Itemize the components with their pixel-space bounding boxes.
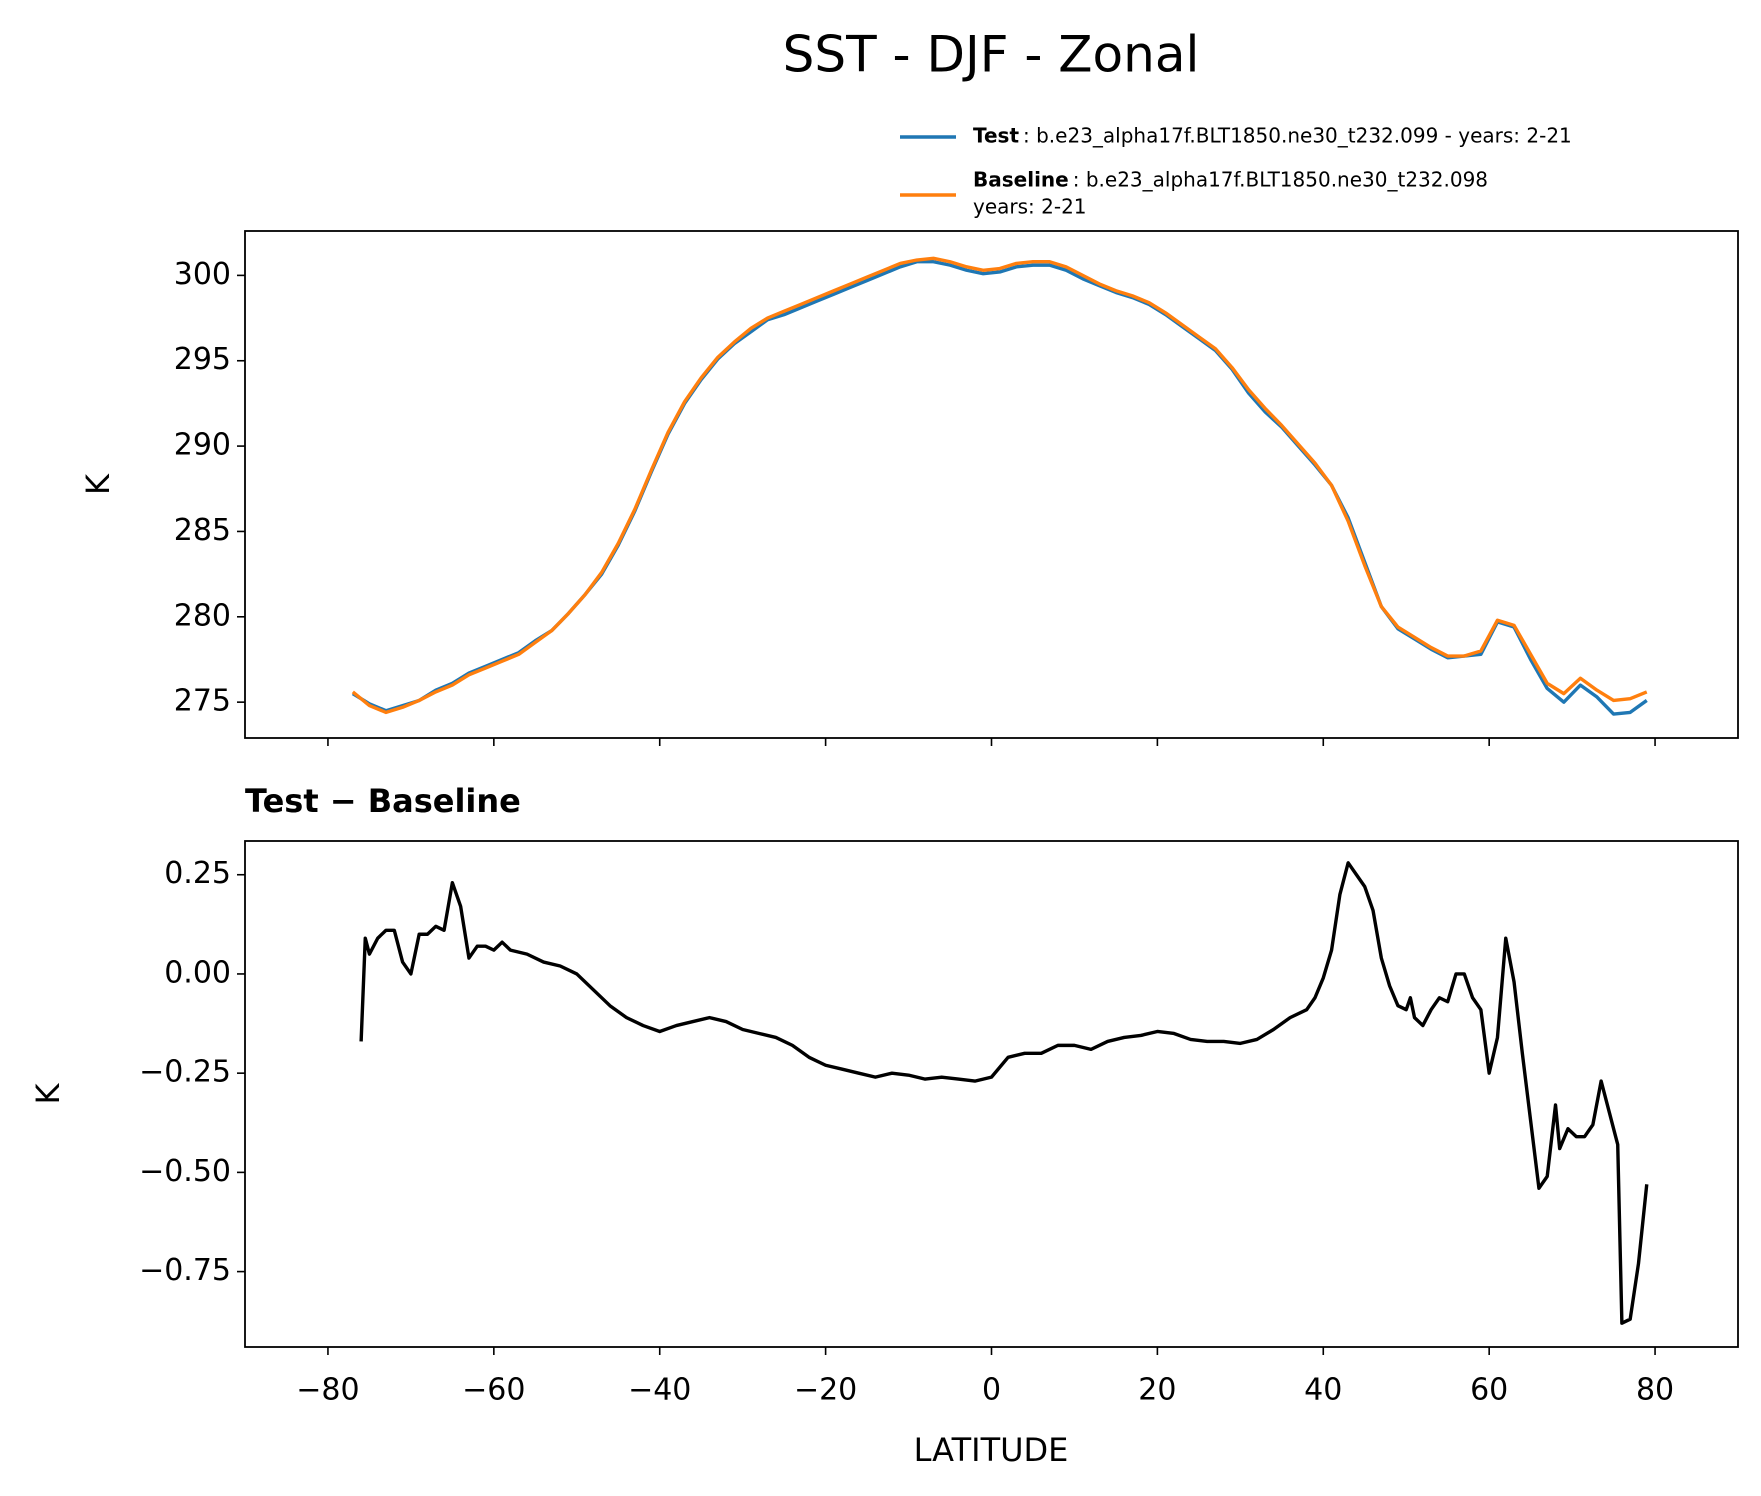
x-tick-label: 60 (1470, 1373, 1508, 1408)
difference-line (359, 861, 1649, 1325)
y-tick-label: 300 (174, 257, 231, 292)
legend-name: Baseline (973, 168, 1069, 192)
y-tick-label: −0.50 (139, 1154, 231, 1189)
x-tick-label: 20 (1138, 1373, 1176, 1408)
legend-label: years: 2-21 (973, 195, 1087, 219)
legend-label: : b.e23_alpha17f.BLT1850.ne30_t232.098 (1073, 168, 1488, 192)
legend-name: Test (973, 124, 1019, 148)
x-tick-label: 80 (1636, 1373, 1674, 1408)
figure-title: SST - DJF - Zonal (783, 26, 1200, 84)
y-tick-label: 280 (174, 598, 231, 633)
y-tick-label: −0.75 (139, 1253, 231, 1288)
y-tick-label: 0.00 (164, 955, 231, 990)
y-tick-label: 275 (174, 684, 231, 719)
y-tick-label: 285 (174, 513, 231, 548)
y-axis-label: K (29, 1082, 67, 1104)
series-line (351, 256, 1648, 715)
y-tick-label: 295 (174, 342, 231, 377)
x-tick-label: −80 (296, 1373, 359, 1408)
y-axis-label: K (79, 473, 117, 495)
y-tick-label: 290 (174, 428, 231, 463)
x-tick-label: 40 (1304, 1373, 1342, 1408)
x-tick-label: −40 (628, 1373, 691, 1408)
subplot-title: Test − Baseline (245, 782, 521, 820)
x-tick-label: 0 (982, 1373, 1001, 1408)
x-tick-label: −60 (462, 1373, 525, 1408)
legend-label: : b.e23_alpha17f.BLT1850.ne30_t232.099 -… (1023, 124, 1572, 148)
plot-frame (244, 840, 1739, 1348)
x-axis-label: LATITUDE (914, 1431, 1069, 1469)
x-tick-label: −20 (794, 1373, 857, 1408)
y-tick-label: 0.25 (164, 856, 231, 891)
y-tick-label: −0.25 (139, 1055, 231, 1090)
plot-frame (244, 230, 1739, 739)
